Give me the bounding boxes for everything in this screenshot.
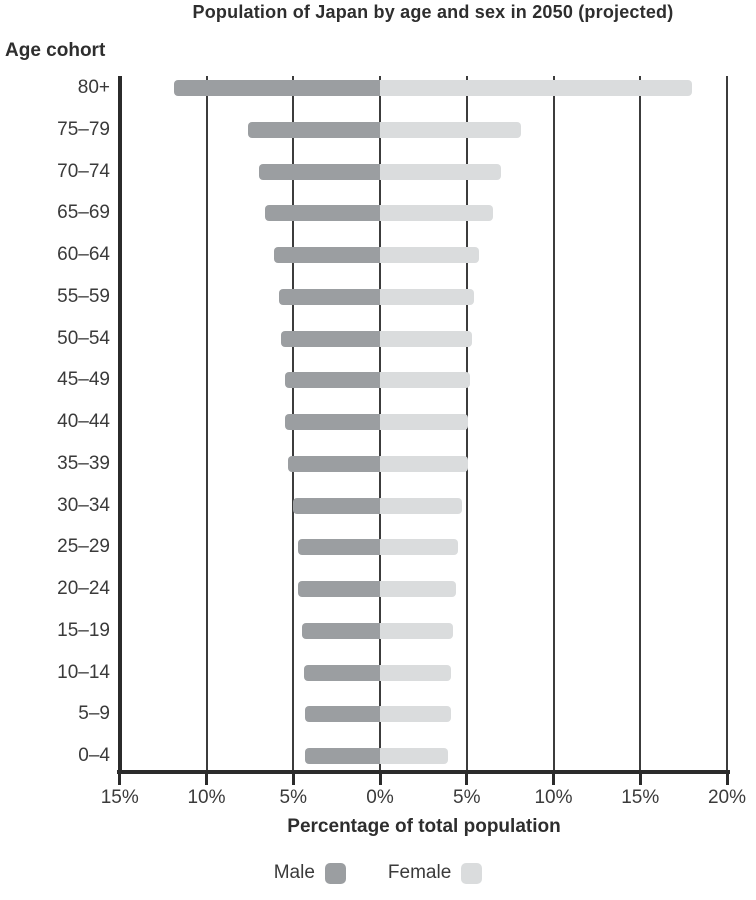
legend-male-swatch	[324, 862, 346, 884]
x-tick-10%	[205, 774, 208, 785]
x-tick-5%	[291, 774, 295, 785]
bar-male-75–79	[248, 121, 380, 138]
bar-male-5–9	[305, 706, 380, 723]
x-tick-label-5%: 5%	[279, 787, 307, 808]
row-label-65–69: 65–69	[57, 202, 110, 224]
gridline-15%	[639, 76, 642, 772]
legend-item-male: Male	[274, 862, 346, 884]
bar-female-75–79	[380, 121, 521, 138]
bar-female-5–9	[380, 706, 452, 723]
bar-female-30–34	[380, 497, 462, 514]
legend-male-label: Male	[273, 862, 315, 883]
gridline-10%	[552, 76, 555, 772]
x-tick-0%	[378, 774, 382, 785]
x-tick-label-0%: 0%	[366, 787, 394, 808]
bar-male-15–19	[301, 622, 380, 639]
x-tick-15%	[638, 774, 642, 785]
row-label-50–54: 50–54	[57, 327, 110, 349]
row-label-15–19: 15–19	[57, 619, 110, 641]
bar-male-80+	[173, 80, 380, 96]
row-label-10–14: 10–14	[57, 661, 110, 683]
bar-male-10–14	[303, 664, 380, 681]
row-label-30–34: 30–34	[57, 494, 110, 516]
gridline-10%	[205, 76, 208, 772]
bar-female-80+	[380, 80, 693, 96]
legend-female-swatch	[461, 862, 483, 884]
x-axis-title: Percentage of total population	[287, 816, 561, 837]
row-label-45–49: 45–49	[57, 369, 110, 391]
bar-female-35–39	[380, 455, 469, 472]
bar-male-0–4	[305, 748, 380, 764]
x-tick-label-15%: 15%	[621, 787, 660, 808]
gridline-20%	[726, 76, 728, 772]
row-label-5–9: 5–9	[78, 703, 110, 725]
bar-male-55–59	[279, 288, 380, 305]
row-label-60–64: 60–64	[57, 244, 110, 265]
bar-female-45–49	[380, 372, 471, 389]
row-label-75–79: 75–79	[57, 118, 110, 140]
bar-female-70–74	[380, 163, 502, 180]
bar-female-40–44	[380, 414, 469, 430]
bar-male-60–64	[274, 247, 380, 263]
y-axis-title: Age cohort	[5, 40, 106, 61]
bar-female-0–4	[380, 748, 448, 764]
bar-female-50–54	[380, 330, 472, 347]
bar-female-55–59	[380, 288, 474, 305]
x-tick-5%	[465, 774, 469, 785]
y-axis-line	[117, 76, 122, 774]
x-tick-20%	[725, 774, 729, 785]
bar-female-15–19	[380, 622, 453, 639]
x-tick-label-20%: 20%	[707, 787, 747, 808]
bar-female-10–14	[380, 664, 452, 681]
bar-male-20–24	[298, 581, 380, 597]
bar-female-65–69	[380, 205, 493, 222]
legend-female-label: Female	[387, 862, 452, 883]
x-tick-10%	[552, 774, 555, 785]
row-label-35–39: 35–39	[57, 452, 110, 474]
x-axis-line	[116, 770, 730, 774]
x-tick-label-10%: 10%	[187, 787, 226, 808]
row-label-55–59: 55–59	[57, 285, 110, 307]
bar-male-45–49	[284, 372, 380, 389]
x-tick-label-10%: 10%	[534, 787, 573, 808]
legend-item-female: Female	[387, 862, 483, 884]
row-label-20–24: 20–24	[57, 578, 110, 599]
x-tick-15%	[118, 774, 122, 785]
bar-male-40–44	[284, 414, 380, 430]
row-label-0–4: 0–4	[78, 745, 110, 766]
bar-male-65–69	[265, 205, 380, 222]
bar-male-70–74	[258, 163, 380, 180]
bar-male-25–29	[298, 539, 380, 556]
bar-male-50–54	[281, 330, 380, 347]
row-label-40–44: 40–44	[57, 411, 110, 432]
row-label-70–74: 70–74	[57, 160, 110, 182]
chart-title: Population of Japan by age and sex in 20…	[192, 2, 674, 22]
x-tick-label-15%: 15%	[100, 787, 139, 808]
bar-female-25–29	[380, 539, 459, 556]
legend: Male Female	[0, 862, 756, 884]
bar-female-60–64	[380, 247, 479, 263]
row-label-80+: 80+	[77, 77, 110, 98]
row-label-25–29: 25–29	[57, 536, 110, 558]
bar-male-35–39	[288, 455, 380, 472]
bar-female-20–24	[380, 581, 457, 597]
bar-male-30–34	[293, 497, 380, 514]
x-tick-label-5%: 5%	[453, 787, 481, 808]
